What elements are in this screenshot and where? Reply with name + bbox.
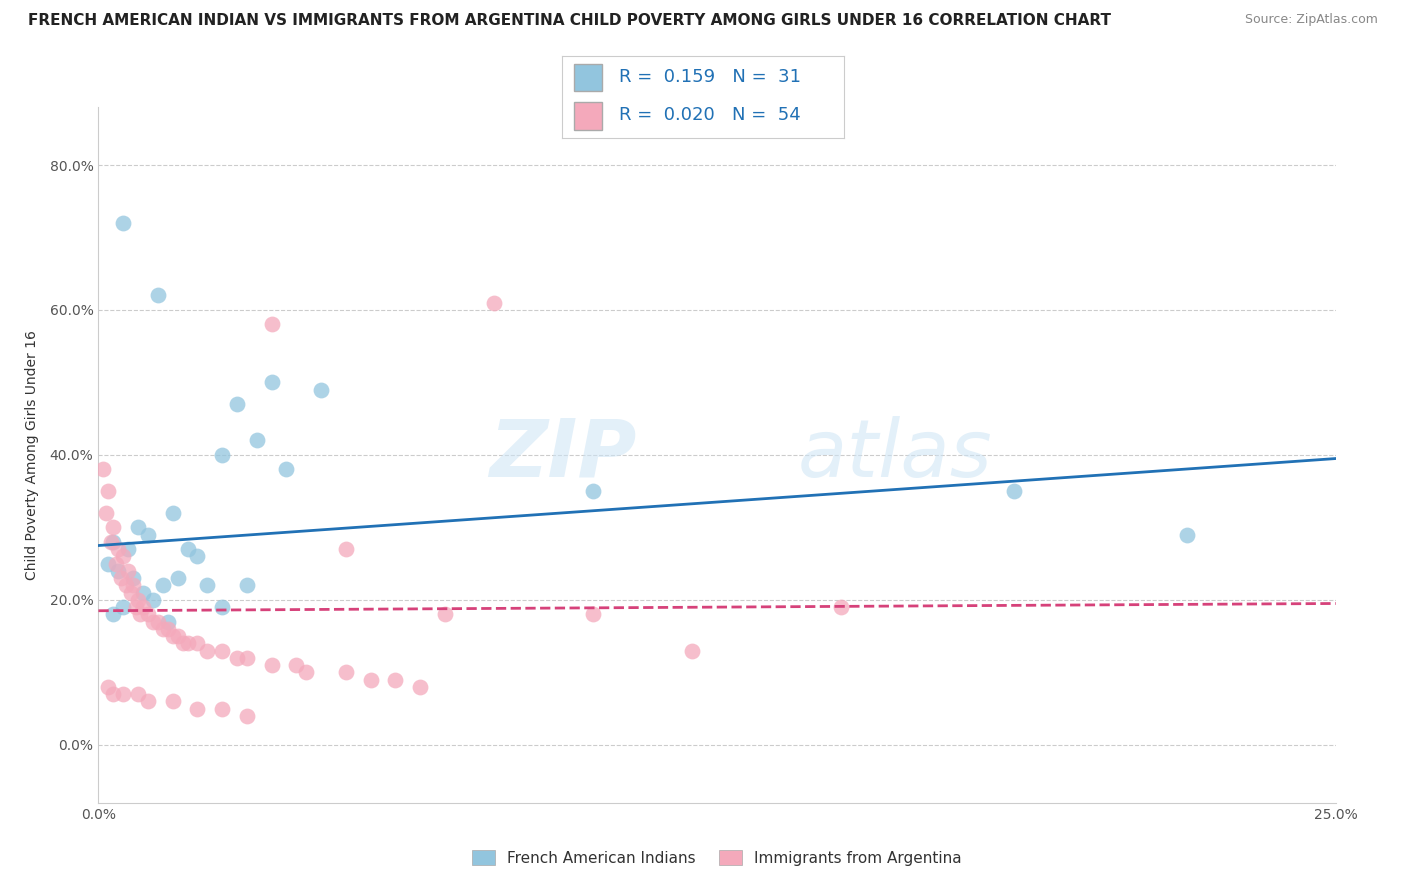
Point [107,564,129,578]
Point [122,571,145,585]
Point [186,636,208,650]
Point [122,578,145,592]
Point [146,615,169,629]
Point [176,636,198,650]
Point [97,557,120,571]
FancyBboxPatch shape [574,63,602,92]
Point [285,658,308,673]
Point [132,585,155,599]
Point [129,607,152,622]
Point [484,295,506,310]
Y-axis label: Child Poverty Among Girls Under 16: Child Poverty Among Girls Under 16 [24,330,38,580]
Point [211,701,233,715]
Point [360,673,382,687]
Point [162,629,184,643]
Point [260,658,283,673]
Point [176,542,198,557]
Point [97,484,120,499]
Point [226,651,249,665]
Point [276,462,298,476]
Point [120,585,142,599]
Point [830,600,852,615]
Point [152,578,174,592]
Point [681,643,703,657]
Point [103,520,125,534]
Point [409,680,432,694]
Point [142,592,165,607]
Point [246,434,269,448]
Point [107,542,129,557]
Point [136,694,159,708]
Point [146,288,169,302]
Point [152,622,174,636]
Point [127,687,149,701]
Point [172,636,194,650]
Point [93,462,115,476]
Point [162,506,184,520]
Point [117,542,139,557]
Point [236,708,259,723]
Point [1175,527,1198,541]
Point [124,600,146,615]
Text: FRENCH AMERICAN INDIAN VS IMMIGRANTS FROM ARGENTINA CHILD POVERTY AMONG GIRLS UN: FRENCH AMERICAN INDIAN VS IMMIGRANTS FRO… [28,13,1111,29]
FancyBboxPatch shape [574,103,602,130]
Point [127,592,149,607]
Point [211,600,233,615]
Point [103,687,125,701]
Point [117,564,139,578]
Text: Source: ZipAtlas.com: Source: ZipAtlas.com [1244,13,1378,27]
Text: R =  0.020   N =  54: R = 0.020 N = 54 [619,106,800,124]
Point [97,680,120,694]
Legend: French American Indians, Immigrants from Argentina: French American Indians, Immigrants from… [467,844,967,871]
Point [260,376,283,390]
Point [156,615,179,629]
Point [236,651,259,665]
Point [335,542,357,557]
Point [142,615,165,629]
Point [211,448,233,462]
Point [295,665,318,680]
Point [309,383,332,397]
Point [195,578,218,592]
Point [112,216,135,230]
Point [136,527,159,541]
Text: atlas: atlas [797,416,993,494]
Point [156,622,179,636]
Point [103,534,125,549]
Text: R =  0.159   N =  31: R = 0.159 N = 31 [619,68,800,87]
Point [103,607,125,622]
Point [195,643,218,657]
Point [94,506,117,520]
Point [112,687,135,701]
Point [1002,484,1025,499]
Point [114,578,136,592]
Point [127,520,149,534]
Text: ZIP: ZIP [489,416,637,494]
Point [132,600,155,615]
Point [112,549,135,564]
Point [186,549,208,564]
Point [110,571,132,585]
Point [433,607,456,622]
Point [211,643,233,657]
Point [582,607,605,622]
Point [136,607,159,622]
Point [335,665,357,680]
Point [100,534,122,549]
Point [166,571,188,585]
Point [166,629,188,643]
Point [582,484,605,499]
Point [112,600,135,615]
Point [384,673,406,687]
Point [260,318,283,332]
Point [162,694,184,708]
Point [236,578,259,592]
Point [226,397,249,411]
Point [104,557,127,571]
Point [186,701,208,715]
